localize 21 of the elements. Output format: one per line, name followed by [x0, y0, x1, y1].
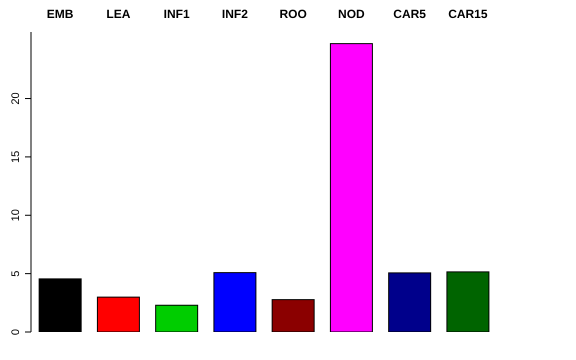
- bar: [38, 278, 82, 332]
- bar: [155, 304, 198, 332]
- x-tick-label: NOD: [338, 7, 366, 21]
- y-tick-label: 10: [10, 209, 22, 222]
- x-tick-label: LEA: [106, 7, 131, 21]
- x-tick-label: CAR15: [448, 7, 488, 21]
- x-tick-label: INF1: [164, 7, 190, 21]
- y-tick-label: 20: [10, 92, 22, 105]
- y-tick-label: 15: [10, 150, 22, 164]
- bar: [213, 272, 256, 332]
- x-tick-label: ROO: [279, 7, 307, 21]
- x-tick-label: EMB: [46, 7, 74, 21]
- x-tick-label: INF2: [222, 7, 248, 21]
- bar: [330, 43, 373, 332]
- bar: [272, 299, 315, 332]
- x-tick-label: CAR5: [393, 7, 426, 21]
- bar: [446, 271, 490, 332]
- bar: [388, 272, 432, 332]
- y-tick-label: 5: [10, 270, 22, 277]
- bar: [96, 296, 140, 332]
- y-tick-label: 0: [10, 328, 22, 336]
